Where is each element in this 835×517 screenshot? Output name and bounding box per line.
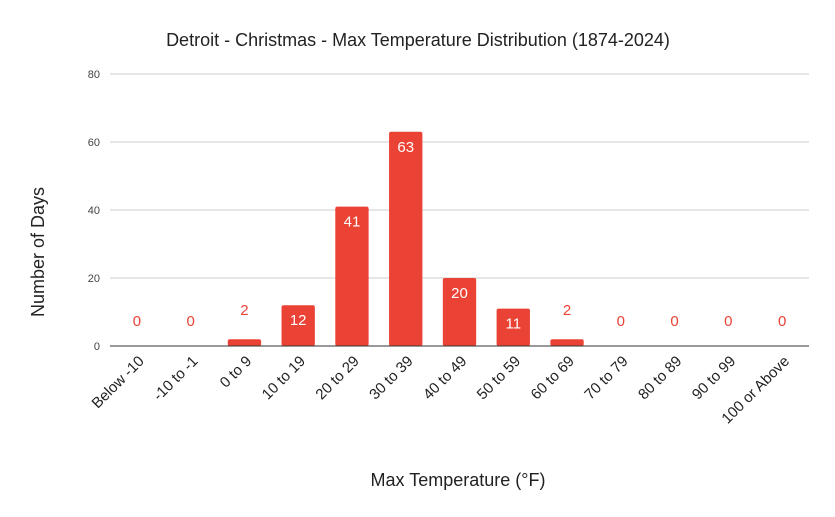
x-tick-label: 0 to 9 [217,353,256,392]
data-label: 12 [290,312,307,329]
x-tick-label: 30 to 39 [366,353,416,403]
bar [389,131,423,346]
x-tick-label: -10 to -1 [150,353,202,405]
data-label: 41 [344,214,361,231]
x-tick-label: 80 to 89 [635,353,685,403]
data-label: 20 [451,285,468,302]
data-label: 11 [505,316,521,333]
x-tick-label: 90 to 99 [689,353,739,403]
bar [442,278,477,346]
y-tick-label: 0 [94,341,100,353]
x-tick-label: 40 to 49 [420,353,470,403]
x-tick-label: 50 to 59 [474,353,524,403]
x-tick-label: Below -10 [89,353,148,412]
data-label: 0 [186,313,194,330]
bar [496,308,530,346]
data-label: 2 [240,302,248,319]
x-axis: Below -10 -10 to -1 0 to 9 10 to 19 20 to 29… [89,353,793,428]
y-tick-label: 60 [88,137,100,149]
data-label: 2 [563,302,571,319]
data-label: 0 [133,313,141,330]
gridlines [110,73,809,279]
y-axis-title: Number of Days [28,187,48,317]
data-label: 0 [617,313,625,330]
y-tick-label: 80 [88,69,100,81]
x-tick-label: 70 to 79 [581,353,631,403]
y-tick-label: 20 [88,273,100,285]
bar [281,305,315,346]
y-axis: 0 20 40 60 80 [88,69,100,353]
bar [335,206,369,346]
bar [550,339,584,346]
data-label: 0 [724,313,732,330]
bar [227,339,262,346]
x-tick-label: 60 to 69 [528,353,578,403]
data-label: 63 [397,139,414,156]
y-tick-label: 40 [88,205,100,217]
x-tick-label: 10 to 19 [259,353,309,403]
x-tick-label: 20 to 29 [312,353,362,403]
x-axis-title: Max Temperature (°F) [371,470,546,490]
chart-title: Detroit - Christmas - Max Temperature Di… [166,30,670,50]
data-label: 0 [670,313,678,330]
bars [227,131,584,346]
data-label: 0 [778,313,786,330]
